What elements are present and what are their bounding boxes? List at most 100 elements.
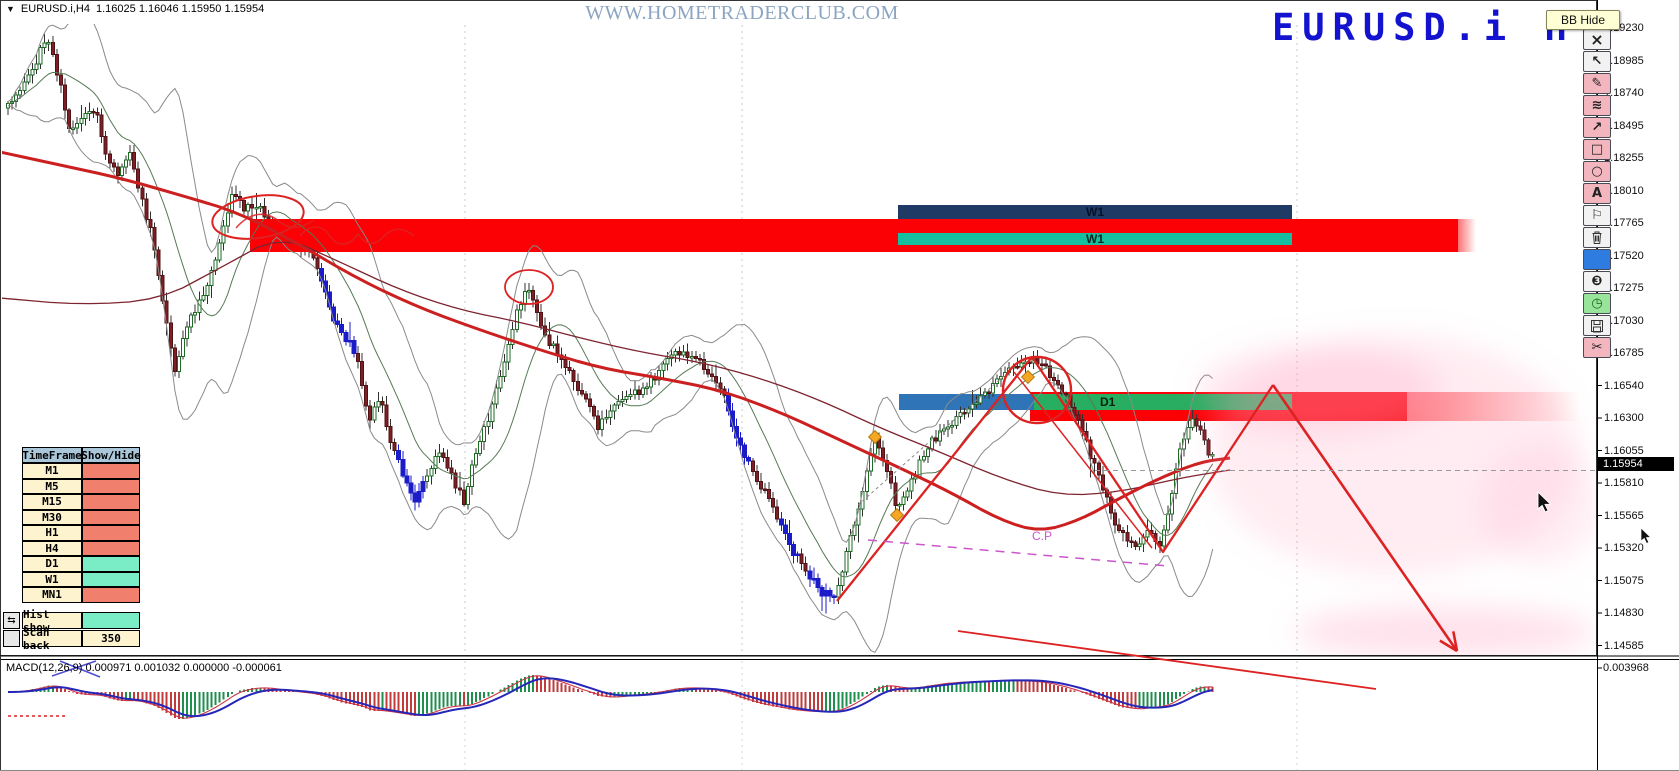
circle-annotation[interactable] — [504, 269, 554, 305]
descent-line[interactable] — [1013, 371, 1153, 549]
chart-title-bar: ▼ EURUSD.i,H4 1.16025 1.16046 1.15950 1.… — [6, 3, 264, 15]
price-axis-label: 1.14585 — [1604, 639, 1644, 652]
bollinger-bands — [7, 24, 1214, 654]
grid-lines — [464, 25, 1298, 770]
scribble-annotation[interactable] — [235, 213, 315, 229]
supply-zone-w1[interactable]: W1 W1 — [250, 205, 1476, 252]
scribble-annotation[interactable] — [299, 226, 415, 245]
tf-label-d1: D1 — [22, 556, 82, 572]
price-axis-label: 1.14830 — [1604, 607, 1644, 619]
tf-toggle-h1[interactable] — [82, 525, 140, 541]
macd-main-line — [7, 677, 1213, 718]
pencil-tool-button[interactable]: ✎ — [1583, 73, 1611, 94]
tf-toggle-m5[interactable] — [82, 478, 140, 494]
pink-highlight — [1200, 335, 1596, 655]
symbol-banner: EURUSD.i H — [1272, 6, 1575, 49]
tf-label-m15: M15 — [22, 494, 82, 510]
drawn-annotations[interactable]: C.P — [210, 190, 1459, 653]
scan-back-value[interactable]: 350 — [82, 630, 140, 647]
macd-signal-line — [7, 675, 1213, 719]
waves-tool-button[interactable]: ≋ — [1583, 95, 1611, 116]
grey-dashed-line[interactable] — [857, 374, 1006, 506]
cp-label: C.P — [1032, 529, 1052, 543]
tf-toggle-w1[interactable] — [82, 571, 140, 587]
price-axis-label: 1.15075 — [1604, 574, 1644, 587]
tf-toggle-m1[interactable] — [82, 463, 140, 479]
price-axis-label: 1.16300 — [1604, 412, 1644, 424]
mouse-cursor-icon — [1640, 527, 1652, 544]
hist-toggle-icon[interactable]: ⇆ — [3, 612, 20, 629]
tf-label-m5: M5 — [22, 478, 82, 494]
price-axis-label: 1.18255 — [1604, 152, 1644, 164]
mouse-cursor-icon — [1537, 490, 1552, 513]
price-axis-label: 1.18740 — [1604, 87, 1644, 99]
zone-label-w1-bottom: W1 — [1086, 232, 1104, 246]
tf-toggle-m15[interactable] — [82, 494, 140, 510]
chart-title-ohlc: 1.16025 1.16046 1.15950 1.15954 — [96, 3, 265, 15]
trash-tool-button[interactable] — [1583, 227, 1611, 248]
tf-toggle-h4[interactable] — [82, 540, 140, 556]
circle-annotation[interactable] — [1001, 355, 1073, 425]
price-axis-label: 1.17765 — [1604, 217, 1644, 229]
price-axis-label: 1.16785 — [1604, 347, 1644, 359]
macd-divergence-line[interactable] — [957, 630, 1377, 690]
zigzag-projection[interactable] — [836, 355, 1274, 602]
diamond-marker[interactable] — [1020, 369, 1036, 385]
macd-scale-label: 0.003968 — [1603, 662, 1649, 674]
ma-fast-line — [2, 150, 1231, 531]
diamond-marker[interactable] — [867, 429, 883, 445]
bb-hide-button[interactable]: BB Hide — [1546, 10, 1620, 30]
zone-label-w1-top: W1 — [1086, 205, 1104, 219]
tf-label-h1: H1 — [22, 525, 82, 541]
price-axis-label: 1.15565 — [1604, 509, 1644, 522]
save-tool-button[interactable] — [1583, 315, 1611, 336]
watermark: WWW.HOMETRADERCLUB.COM — [585, 2, 899, 24]
tf-toggle-mn1[interactable] — [82, 587, 140, 603]
price-axis-label: 1.17030 — [1604, 314, 1644, 327]
price-axis-label: 1.17520 — [1604, 249, 1644, 262]
tf-header-timeframe: TimeFrame — [22, 447, 82, 463]
ellipse-tool-button[interactable]: ○ — [1583, 161, 1611, 182]
text-tool-button[interactable]: A — [1583, 183, 1611, 204]
tf-toggle-m30[interactable] — [82, 509, 140, 525]
current-price-tag: 1.15954 — [1598, 457, 1674, 471]
three-badge-button[interactable]: ❸ — [1583, 271, 1611, 292]
tf-toggle-d1[interactable] — [82, 556, 140, 572]
tf-header-showhide: Show/Hide — [81, 447, 141, 463]
circle-annotation[interactable] — [210, 190, 307, 244]
tf-label-w1: W1 — [22, 571, 82, 587]
tf-label-h4: H4 — [22, 540, 82, 556]
hist-show-toggle[interactable] — [82, 612, 140, 629]
fill-color-button[interactable] — [1583, 249, 1611, 270]
scissors-tool-button[interactable]: ✂ — [1583, 337, 1611, 358]
price-axis-label: 1.18010 — [1604, 184, 1644, 197]
price-axis-label: 1.18495 — [1604, 119, 1644, 132]
zone-label-d1: D1 — [1100, 395, 1116, 409]
ma-slow-line — [2, 241, 1231, 496]
tf-label-mn1: MN1 — [22, 587, 82, 603]
magenta-trendline[interactable] — [867, 539, 1169, 567]
flag-tool-button[interactable]: ⚐ — [1583, 205, 1611, 226]
close-button[interactable]: × — [1583, 29, 1611, 50]
blue-scribble — [51, 660, 101, 678]
chevron-down-icon[interactable]: ▼ — [6, 4, 15, 14]
tf-label-m30: M30 — [22, 509, 82, 525]
price-axis-label: 1.15810 — [1604, 477, 1644, 489]
cursor-tool-button[interactable]: ↖ — [1583, 51, 1611, 72]
chart-title-symbol: EURUSD.i,H4 — [20, 3, 90, 15]
price-axis-label: 1.18985 — [1604, 54, 1644, 67]
price-axis-label: 1.16055 — [1604, 444, 1644, 457]
scan-back-swatch — [3, 630, 20, 647]
rectangle-tool-button[interactable]: □ — [1583, 139, 1611, 160]
trendline-tool-button[interactable]: ↗ — [1583, 117, 1611, 138]
candles-layer — [6, 34, 1215, 614]
diamond-marker[interactable] — [889, 507, 905, 523]
price-axis-label: 1.17275 — [1604, 282, 1644, 294]
projection-arrow[interactable] — [1271, 384, 1459, 652]
macd-indicator-label: MACD(12,26,9) 0.000971 0.001032 0.000000… — [6, 662, 282, 674]
macd-pane — [7, 630, 1377, 719]
clock-tool-button[interactable]: ◷ — [1583, 293, 1611, 314]
price-axis-label: 1.15320 — [1604, 542, 1644, 554]
